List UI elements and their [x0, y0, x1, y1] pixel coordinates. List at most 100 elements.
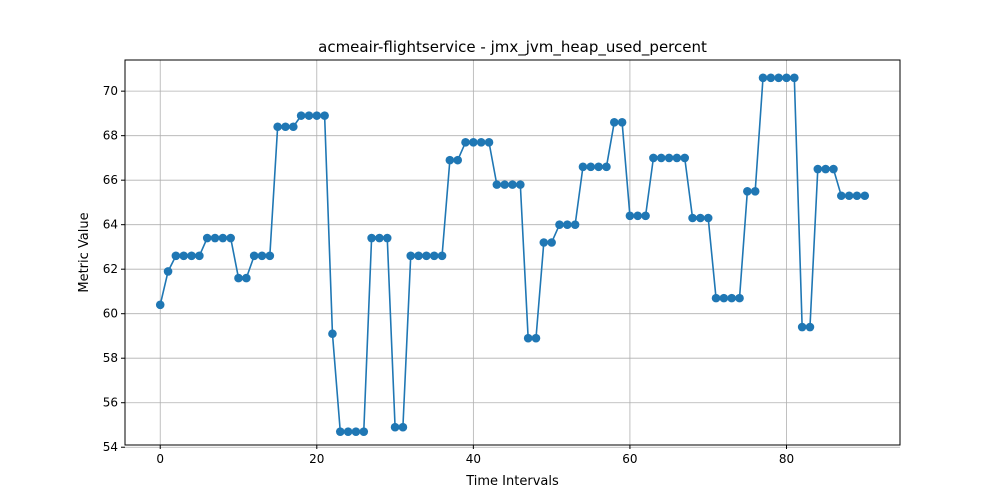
data-point [195, 251, 204, 261]
data-point [335, 427, 345, 436]
data-point [414, 251, 423, 261]
data-point [500, 180, 509, 189]
data-point [813, 164, 823, 174]
data-point [234, 273, 243, 283]
y-tick-label: 68 [103, 129, 118, 143]
data-point [703, 213, 713, 223]
data-point [187, 251, 196, 261]
data-point [531, 333, 541, 343]
data-point [406, 251, 416, 261]
data-point [281, 122, 290, 132]
grid [125, 60, 900, 448]
data-point [664, 153, 674, 163]
data-point [586, 162, 596, 172]
data-point [555, 220, 564, 229]
data-point [304, 111, 314, 120]
data-point [609, 118, 619, 127]
data-point [508, 180, 517, 189]
x-tick-label: 80 [779, 452, 794, 466]
data-point [351, 427, 361, 436]
data-point [735, 293, 744, 303]
x-tick-label: 60 [622, 452, 637, 466]
data-point [461, 138, 470, 147]
data-point [836, 191, 846, 201]
data-point [696, 213, 705, 223]
data-point [821, 164, 830, 174]
data-point [437, 251, 447, 261]
data-point [367, 233, 376, 243]
data-point [602, 162, 611, 172]
data-point [343, 427, 353, 436]
x-tick-label: 0 [156, 452, 164, 466]
data-point [179, 251, 189, 261]
y-tick-label: 56 [103, 396, 118, 410]
y-axis-label: Metric Value [77, 212, 92, 292]
data-point [570, 220, 580, 229]
data-point [547, 238, 556, 247]
data-point [320, 111, 329, 120]
data-point [750, 187, 760, 196]
data-point [163, 267, 173, 276]
data-point [171, 251, 181, 261]
data-point [249, 251, 259, 261]
y-tick-label: 60 [103, 307, 118, 321]
data-point [273, 122, 282, 132]
data-point [210, 233, 220, 243]
data-point [680, 153, 690, 163]
data-point [758, 73, 768, 83]
y-tick-label: 62 [103, 262, 118, 276]
data-point [382, 233, 392, 243]
data-point [727, 293, 736, 303]
data-point [523, 333, 533, 343]
data-point [782, 73, 791, 83]
y-tick-label: 54 [103, 440, 118, 454]
data-point [422, 251, 431, 261]
data-point [390, 422, 400, 432]
data-point [375, 233, 384, 243]
data-point [155, 300, 165, 310]
data-point [711, 293, 721, 303]
data-point [625, 211, 635, 221]
data-point [469, 138, 478, 147]
data-point [226, 233, 235, 243]
data-point [797, 322, 807, 332]
data-point [257, 251, 267, 261]
data-point [492, 180, 502, 189]
x-axis-label: Time Intervals [465, 474, 559, 489]
data-point [539, 238, 549, 247]
data-point [429, 251, 439, 261]
data-point [743, 187, 752, 196]
data-point [289, 122, 298, 132]
data-point [578, 162, 588, 172]
data-point [766, 73, 776, 83]
data-point [617, 118, 627, 127]
data-point [516, 180, 525, 189]
data-point [594, 162, 603, 172]
series-layer [155, 73, 870, 436]
data-point [453, 155, 463, 165]
y-tick-label: 58 [103, 351, 118, 365]
y-tick-label: 70 [103, 84, 118, 98]
y-tick-label: 66 [103, 173, 118, 187]
x-tick-label: 40 [466, 452, 481, 466]
x-tick-label: 20 [309, 452, 324, 466]
data-point [328, 329, 337, 339]
data-point [218, 233, 228, 243]
data-point [852, 191, 862, 201]
data-point [265, 251, 275, 261]
data-point [312, 111, 322, 120]
data-point [829, 164, 838, 174]
data-point [844, 191, 854, 201]
data-point [563, 220, 572, 229]
data-point [774, 73, 783, 83]
data-point [860, 191, 870, 201]
data-point [719, 293, 729, 303]
data-point [202, 233, 212, 243]
data-point [805, 322, 815, 332]
data-point [641, 211, 650, 221]
data-point [633, 211, 643, 221]
data-point [476, 138, 486, 147]
chart-title: acmeair-flightservice - jmx_jvm_heap_use… [318, 38, 707, 57]
